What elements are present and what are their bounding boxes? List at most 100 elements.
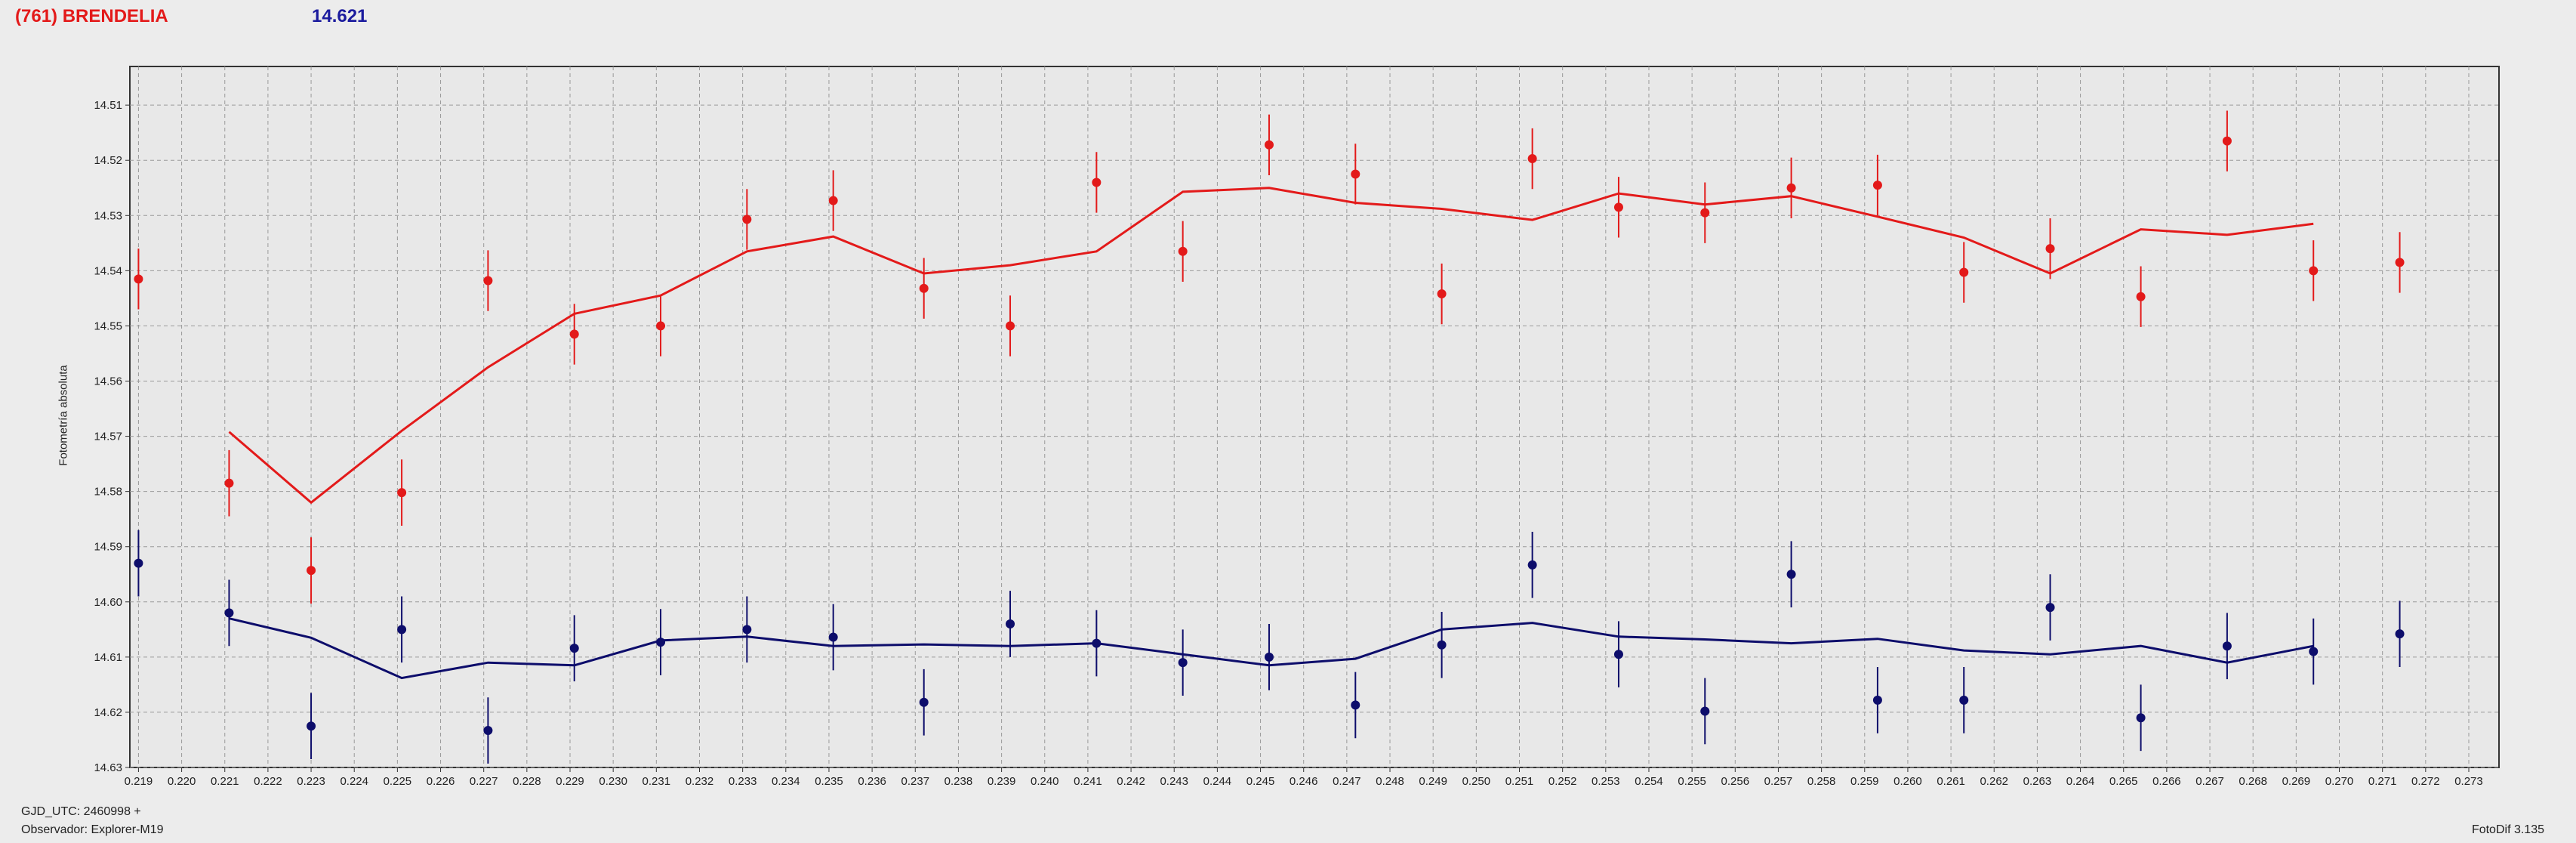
y-axis-label: Fotometría absoluta xyxy=(57,365,70,466)
x-tick-label: 0.239 xyxy=(988,775,1016,788)
software-version: FotoDif 3.135 xyxy=(2471,823,2544,836)
x-tick-label: 0.256 xyxy=(1721,775,1750,788)
data-point xyxy=(919,697,929,707)
data-point xyxy=(828,632,838,642)
data-point xyxy=(2045,603,2055,613)
x-tick-label: 0.241 xyxy=(1074,775,1102,788)
y-tick-label: 14.54 xyxy=(94,264,122,277)
plot-area xyxy=(129,66,2500,768)
data-point xyxy=(2395,258,2405,267)
x-tick-label: 0.248 xyxy=(1376,775,1404,788)
x-tick-label: 0.236 xyxy=(858,775,886,788)
y-tick-label: 14.57 xyxy=(94,431,122,443)
x-tick-label: 0.224 xyxy=(340,775,368,788)
y-tick-label: 14.59 xyxy=(94,541,122,554)
x-tick-label: 0.226 xyxy=(427,775,455,788)
data-point xyxy=(1351,169,1360,179)
data-point xyxy=(1006,321,1015,331)
data-point xyxy=(1786,183,1796,193)
data-point xyxy=(1700,706,1710,716)
data-point xyxy=(307,566,316,576)
x-tick-label: 0.259 xyxy=(1850,775,1879,788)
data-point xyxy=(224,478,234,488)
data-point xyxy=(1959,695,1969,705)
y-axis-ticks: 14.51 14.52 14.53 14.54 14.55 14.56 14.57 14.58… xyxy=(94,99,130,774)
data-point xyxy=(1006,619,1015,629)
data-point xyxy=(2222,136,2232,146)
x-tick-label: 0.222 xyxy=(254,775,282,788)
x-tick-label: 0.220 xyxy=(168,775,196,788)
reference-magnitude: 14.621 xyxy=(312,6,368,26)
series-1 xyxy=(134,530,2405,764)
x-tick-label: 0.244 xyxy=(1203,775,1232,788)
x-tick-label: 0.221 xyxy=(211,775,239,788)
data-point xyxy=(1527,560,1537,570)
data-point xyxy=(224,608,234,618)
data-point xyxy=(1264,652,1274,662)
data-point xyxy=(2136,292,2146,301)
x-tick-label: 0.269 xyxy=(2282,775,2311,788)
data-point xyxy=(1351,700,1360,710)
x-tick-label: 0.253 xyxy=(1592,775,1620,788)
data-point xyxy=(569,644,579,653)
x-tick-label: 0.272 xyxy=(2411,775,2440,788)
x-tick-label: 0.233 xyxy=(729,775,757,788)
x-tick-label: 0.261 xyxy=(1937,775,1965,788)
x-tick-label: 0.273 xyxy=(2454,775,2483,788)
x-tick-label: 0.237 xyxy=(901,775,930,788)
data-point xyxy=(1092,638,1102,648)
x-tick-label: 0.266 xyxy=(2152,775,2181,788)
x-tick-label: 0.264 xyxy=(2066,775,2095,788)
data-point xyxy=(397,488,407,498)
observer-label: Observador: Explorer-M19 xyxy=(21,823,164,836)
series-0 xyxy=(134,110,2405,604)
data-point xyxy=(1178,246,1188,256)
x-tick-label: 0.267 xyxy=(2195,775,2224,788)
data-point xyxy=(1178,658,1188,668)
data-point xyxy=(1700,208,1710,218)
data-point xyxy=(1959,267,1969,277)
x-tick-label: 0.252 xyxy=(1548,775,1577,788)
data-point xyxy=(1872,695,1882,705)
data-point xyxy=(1092,178,1102,187)
data-point xyxy=(2309,266,2319,276)
x-tick-label: 0.255 xyxy=(1678,775,1706,788)
x-tick-label: 0.227 xyxy=(470,775,498,788)
x-tick-label: 0.243 xyxy=(1160,775,1188,788)
x-tick-label: 0.251 xyxy=(1505,775,1534,788)
y-tick-label: 14.55 xyxy=(94,320,122,332)
x-tick-label: 0.260 xyxy=(1893,775,1922,788)
x-tick-label: 0.262 xyxy=(1980,775,2008,788)
x-tick-label: 0.242 xyxy=(1117,775,1145,788)
x-tick-label: 0.225 xyxy=(384,775,412,788)
data-point xyxy=(1264,140,1274,150)
data-point xyxy=(1437,640,1447,650)
x-tick-label: 0.263 xyxy=(2023,775,2052,788)
data-point xyxy=(1786,570,1796,579)
y-tick-label: 14.60 xyxy=(94,596,122,609)
gjd-label: GJD_UTC: 2460998 + xyxy=(21,805,141,818)
x-tick-label: 0.223 xyxy=(297,775,325,788)
x-tick-label: 0.228 xyxy=(513,775,541,788)
x-tick-label: 0.271 xyxy=(2368,775,2397,788)
y-tick-label: 14.58 xyxy=(94,486,122,499)
data-point xyxy=(397,625,407,635)
series-layer xyxy=(134,110,2405,764)
data-point xyxy=(1613,650,1623,659)
x-tick-label: 0.230 xyxy=(599,775,627,788)
x-tick-label: 0.270 xyxy=(2325,775,2354,788)
data-point xyxy=(828,196,838,205)
x-tick-label: 0.257 xyxy=(1764,775,1793,788)
y-tick-label: 14.62 xyxy=(94,706,122,719)
data-point xyxy=(307,721,316,731)
data-point xyxy=(2309,647,2319,656)
data-point xyxy=(1437,289,1447,299)
x-tick-label: 0.258 xyxy=(1807,775,1836,788)
data-point xyxy=(742,215,752,224)
x-tick-label: 0.254 xyxy=(1635,775,1663,788)
y-tick-label: 14.63 xyxy=(94,761,122,774)
x-tick-label: 0.240 xyxy=(1031,775,1059,788)
data-point xyxy=(2136,713,2146,723)
data-point xyxy=(1527,154,1537,164)
